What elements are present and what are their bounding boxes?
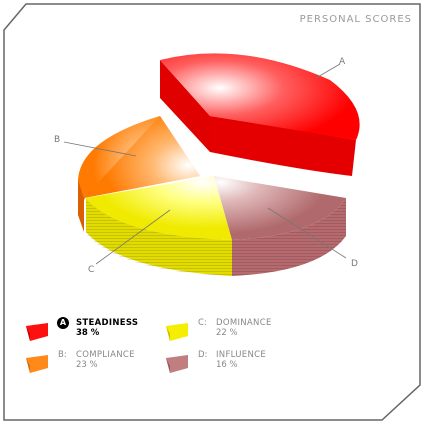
legend-item-compliance[interactable]: B: COMPLIANCE 23 % xyxy=(24,350,144,390)
legend-swatch-dominance xyxy=(166,323,188,341)
legend-swatch-compliance xyxy=(26,355,48,373)
label-d: D xyxy=(267,207,358,269)
legend-item-steadiness[interactable]: A STEADINESS 38 % xyxy=(24,317,144,358)
legend-label: COMPLIANCE xyxy=(76,350,135,360)
svg-text:B: B xyxy=(54,135,60,145)
slice-dominance[interactable] xyxy=(86,176,232,276)
legend-swatch-steadiness xyxy=(26,323,48,341)
legend-label: DOMINANCE xyxy=(216,318,272,328)
legend-value: 22 % xyxy=(216,328,238,338)
label-b: B xyxy=(54,135,137,157)
legend-prefix-badge: A xyxy=(57,317,69,329)
svg-text:D: D xyxy=(351,259,358,269)
label-c: C xyxy=(88,209,171,275)
legend-value: 16 % xyxy=(216,360,238,370)
legend-label: INFLUENCE xyxy=(216,350,267,360)
legend-item-dominance[interactable]: C: DOMINANCE 22 % xyxy=(164,318,284,358)
svg-text:C: C xyxy=(88,265,94,275)
legend-item-influence[interactable]: D: INFLUENCE 16 % xyxy=(164,350,284,390)
legend-prefix: B: xyxy=(58,350,67,360)
legend-prefix: D: xyxy=(198,350,208,360)
legend-swatch-influence xyxy=(166,355,188,373)
svg-text:A: A xyxy=(339,57,346,67)
legend-value: 38 % xyxy=(76,328,100,338)
legend-value: 23 % xyxy=(76,360,98,370)
slice-steadiness[interactable] xyxy=(160,53,360,176)
label-a: A xyxy=(315,57,346,79)
slice-compliance[interactable] xyxy=(78,116,200,232)
chart-title: PERSONAL SCORES xyxy=(299,14,412,25)
legend-label: STEADINESS xyxy=(76,318,139,328)
slice-influence[interactable] xyxy=(214,176,346,276)
legend-prefix: C: xyxy=(198,318,207,328)
